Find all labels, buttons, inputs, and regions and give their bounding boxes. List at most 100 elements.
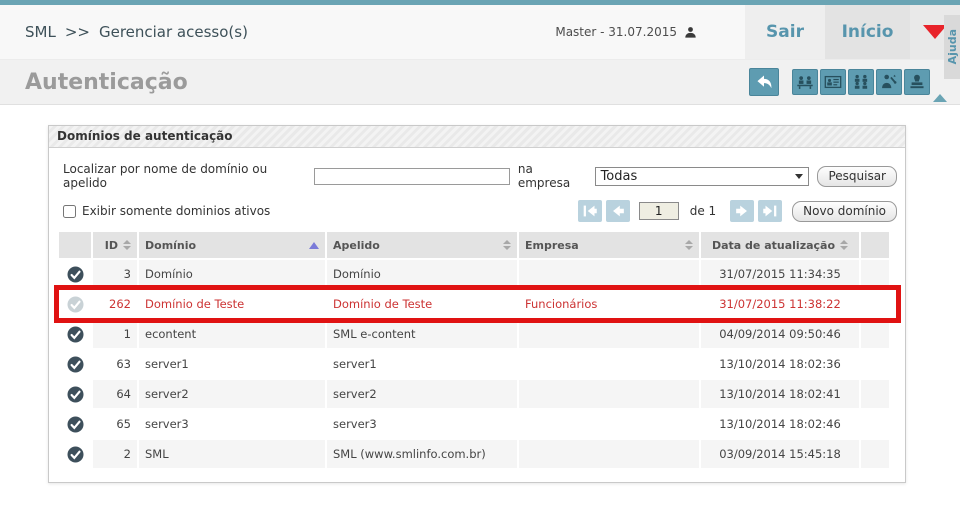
row-actions-cell <box>861 320 889 348</box>
id-card-button[interactable] <box>820 69 846 95</box>
row-date-cell: 04/09/2014 09:50:46 <box>701 320 859 348</box>
auth-domains-panel: Domínios de autenticação Localizar por n… <box>48 125 906 483</box>
help-tab[interactable]: Ajuda <box>944 15 960 79</box>
col-header-updated-label: Data de atualização <box>711 238 836 252</box>
table-row[interactable]: 2 SML SML (www.smlinfo.com.br) 03/09/2014 1… <box>59 440 889 468</box>
row-alias-cell: SML (www.smlinfo.com.br) <box>327 440 517 468</box>
table-row[interactable]: 3 Domínio Domínio 31/07/2015 11:34:35 <box>59 260 889 288</box>
user-settings-icon <box>879 72 899 92</box>
row-status-cell[interactable] <box>59 350 91 378</box>
row-company-cell <box>519 260 699 288</box>
stamp-button[interactable] <box>904 69 930 95</box>
col-header-updated[interactable]: Data de atualização <box>701 232 859 258</box>
next-page-button[interactable] <box>730 200 755 222</box>
last-page-button[interactable] <box>758 200 783 222</box>
active-check-icon[interactable] <box>67 416 84 433</box>
table-row[interactable]: 1 econtent SML e-content 04/09/2014 09:50:4… <box>59 320 889 348</box>
page-of-label: de 1 <box>689 204 717 218</box>
sort-icon <box>840 240 849 250</box>
row-company-cell <box>519 320 699 348</box>
org-group-icon <box>851 72 871 92</box>
company-label: na empresa <box>517 162 571 190</box>
search-row: Localizar por nome de domínio ou apelido… <box>63 162 897 190</box>
table-row[interactable]: 262 Domínio de Teste Domínio de Teste Funci… <box>59 290 889 318</box>
row-id-cell: 64 <box>93 380 137 408</box>
prev-page-icon <box>608 202 628 220</box>
breadcrumb-current: Gerenciar acesso(s) <box>98 23 248 41</box>
breadcrumb-root[interactable]: SML <box>25 23 56 41</box>
user-info: Master - 31.07.2015 <box>555 5 697 59</box>
col-header-company[interactable]: Empresa <box>519 232 699 258</box>
row-status-cell[interactable] <box>59 440 91 468</box>
col-header-alias-label: Apelido <box>333 238 380 252</box>
home-button[interactable]: Início <box>825 5 910 59</box>
row-id-cell: 65 <box>93 410 137 438</box>
caret-down-icon <box>795 173 804 179</box>
active-check-icon[interactable] <box>67 386 84 403</box>
undo-button[interactable] <box>749 68 779 96</box>
search-button[interactable]: Pesquisar <box>817 165 897 187</box>
domains-table: ID Domínio <box>57 230 891 470</box>
user-settings-button[interactable] <box>876 69 902 95</box>
row-actions-cell <box>861 260 889 288</box>
row-actions-cell <box>861 440 889 468</box>
breadcrumb-separator-icon: >> <box>64 23 90 41</box>
col-header-id[interactable]: ID <box>93 232 137 258</box>
row-company-cell <box>519 380 699 408</box>
meeting-button[interactable] <box>792 69 818 95</box>
row-actions-cell <box>861 290 889 318</box>
col-header-domain[interactable]: Domínio <box>139 232 325 258</box>
col-header-alias[interactable]: Apelido <box>327 232 517 258</box>
org-group-button[interactable] <box>848 69 874 95</box>
row-status-cell[interactable] <box>59 320 91 348</box>
user-icon <box>684 26 697 39</box>
row-status-cell[interactable] <box>59 290 91 318</box>
people-meeting-icon <box>795 72 815 92</box>
inactive-check-icon[interactable] <box>67 296 84 313</box>
collapse-arrow-icon[interactable] <box>933 94 947 102</box>
active-check-icon[interactable] <box>67 356 84 373</box>
search-input[interactable] <box>314 167 510 185</box>
row-alias-cell: Domínio de Teste <box>327 290 517 318</box>
first-page-icon <box>580 202 600 220</box>
row-domain-cell: server3 <box>139 410 325 438</box>
domains-table-wrap: ID Domínio <box>54 230 901 470</box>
logout-button[interactable]: Sair <box>745 5 825 59</box>
current-page-box[interactable]: 1 <box>638 202 679 220</box>
row-status-cell[interactable] <box>59 410 91 438</box>
table-row[interactable]: 64 server2 server2 13/10/2014 18:02:41 <box>59 380 889 408</box>
active-check-icon[interactable] <box>67 446 84 463</box>
row-status-cell[interactable] <box>59 260 91 288</box>
first-page-button[interactable] <box>577 200 602 222</box>
sort-icon <box>685 240 693 250</box>
sort-asc-icon <box>309 241 319 249</box>
row-alias-cell: SML e-content <box>327 320 517 348</box>
row-status-cell[interactable] <box>59 380 91 408</box>
controls-row: Exibir somente dominios ativos <box>63 200 897 222</box>
active-check-icon[interactable] <box>67 266 84 283</box>
table-row[interactable]: 63 server1 server1 13/10/2014 18:02:36 <box>59 350 889 378</box>
row-domain-cell: Domínio <box>139 260 325 288</box>
new-domain-button[interactable]: Novo domínio <box>792 200 897 222</box>
logout-label: Sair <box>766 22 804 42</box>
company-select[interactable]: Todas <box>594 166 810 186</box>
row-id-cell: 2 <box>93 440 137 468</box>
row-actions-cell <box>861 380 889 408</box>
table-row[interactable]: 65 server3 server3 13/10/2014 18:02:46 <box>59 410 889 438</box>
next-page-icon <box>732 202 752 220</box>
row-date-cell: 13/10/2014 18:02:36 <box>701 350 859 378</box>
row-domain-cell: econtent <box>139 320 325 348</box>
prev-page-button[interactable] <box>605 200 630 222</box>
row-company-cell: Funcionários <box>519 290 699 318</box>
undo-arrow-icon <box>754 73 774 91</box>
row-date-cell: 13/10/2014 18:02:41 <box>701 380 859 408</box>
toolbar-group <box>792 69 930 95</box>
home-label: Início <box>841 22 894 42</box>
last-page-icon <box>760 202 780 220</box>
page-title: Autenticação <box>25 69 188 95</box>
active-check-icon[interactable] <box>67 326 84 343</box>
active-only-label[interactable]: Exibir somente dominios ativos <box>63 204 270 218</box>
active-only-checkbox[interactable] <box>63 204 76 218</box>
row-domain-cell: server1 <box>139 350 325 378</box>
row-company-cell <box>519 410 699 438</box>
